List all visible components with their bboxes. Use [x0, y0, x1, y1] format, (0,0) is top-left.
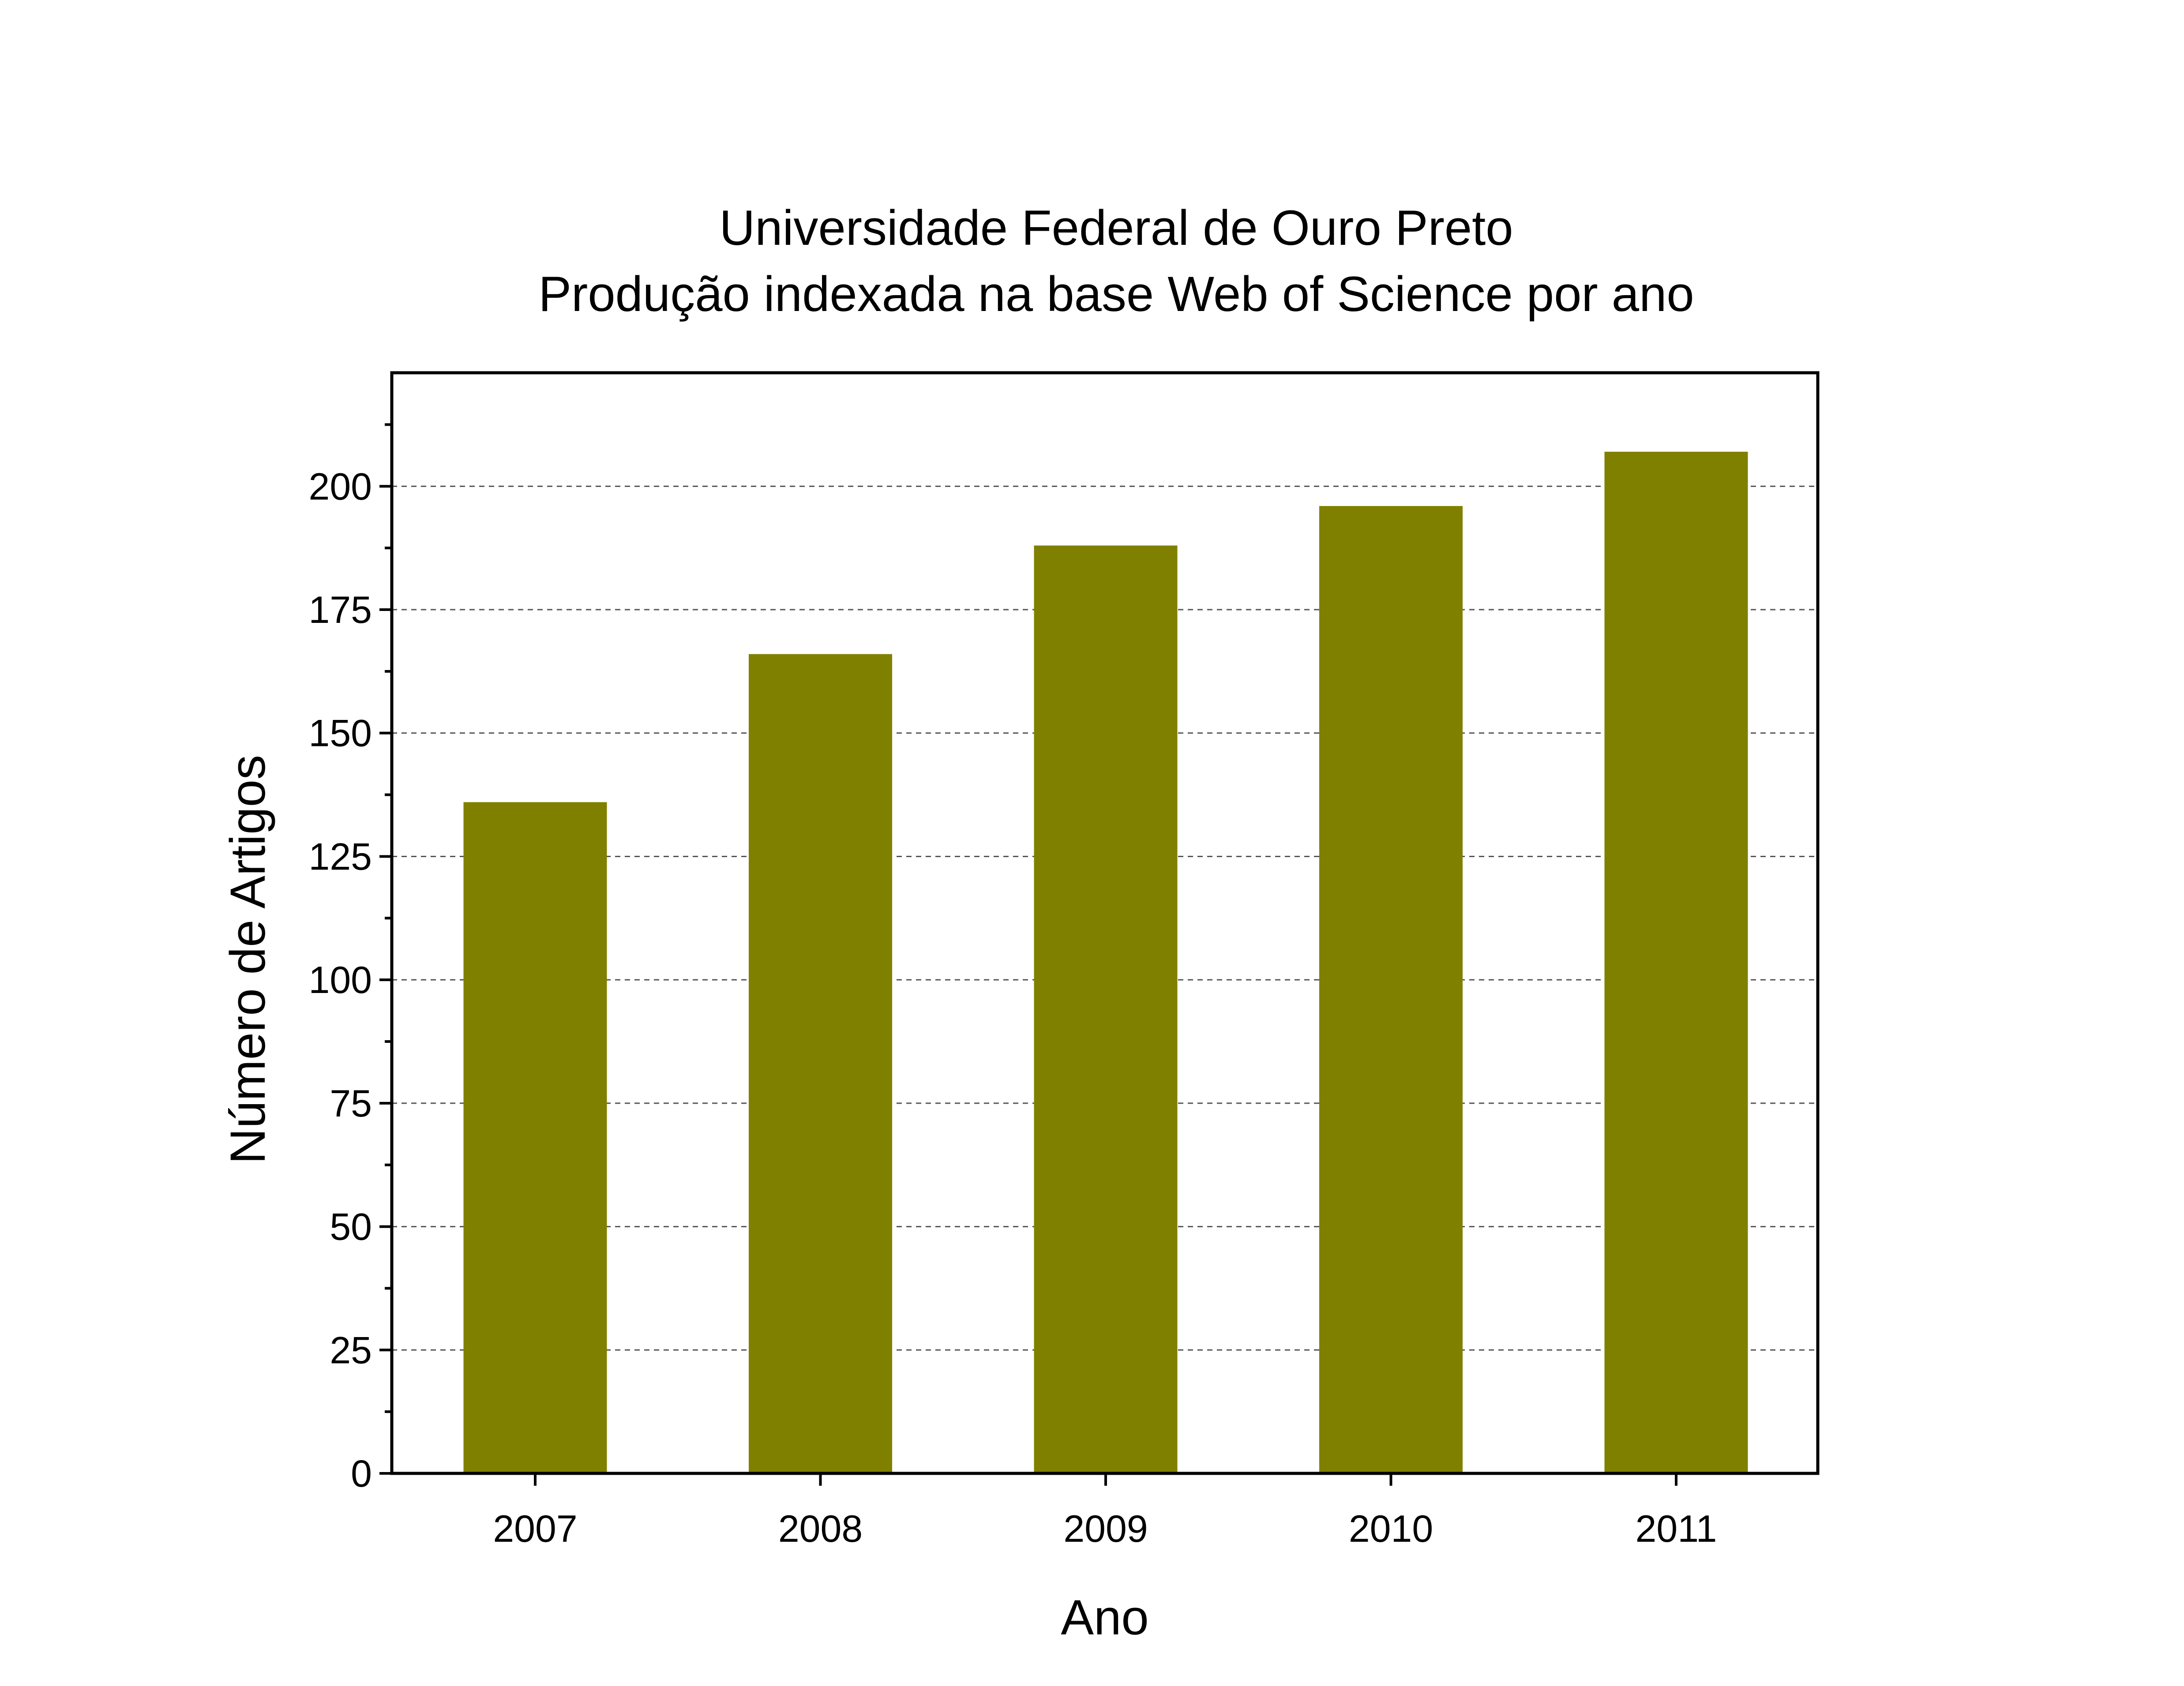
x-tick-label: 2009 — [1063, 1508, 1148, 1550]
y-tick-label: 50 — [330, 1206, 372, 1248]
bar-2011 — [1604, 452, 1748, 1473]
x-tick-label: 2008 — [778, 1508, 863, 1550]
x-tick-label: 2011 — [1636, 1508, 1717, 1550]
y-tick-label: 25 — [330, 1329, 372, 1371]
y-tick-label: 150 — [309, 712, 372, 755]
bar-2008 — [749, 654, 892, 1473]
y-axis-label: Número de Artigos — [220, 755, 275, 1164]
y-tick-label: 0 — [351, 1453, 372, 1495]
bars — [463, 452, 1748, 1474]
y-tick-labels: 0 25 50 75 100 125 150 175 200 — [309, 465, 372, 1495]
y-tick-label: 200 — [309, 465, 372, 508]
bar-2010 — [1319, 506, 1463, 1473]
bar-2007 — [463, 802, 607, 1473]
chart-subtitle: Produção indexada na base Web of Science… — [538, 266, 1694, 322]
x-tick-labels: 2007 2008 2009 2010 2011 — [493, 1508, 1717, 1550]
axis-ticks — [379, 423, 1677, 1486]
y-tick-label: 75 — [330, 1083, 372, 1125]
y-tick-label: 175 — [309, 589, 372, 631]
x-tick-label: 2007 — [493, 1508, 577, 1550]
x-axis-label: Ano — [1061, 1590, 1148, 1645]
chart-title: Universidade Federal de Ouro Preto — [719, 200, 1513, 255]
bar-2009 — [1034, 545, 1178, 1474]
y-tick-label: 100 — [309, 959, 372, 1001]
x-tick-label: 2010 — [1349, 1508, 1433, 1550]
y-tick-label: 125 — [309, 836, 372, 878]
